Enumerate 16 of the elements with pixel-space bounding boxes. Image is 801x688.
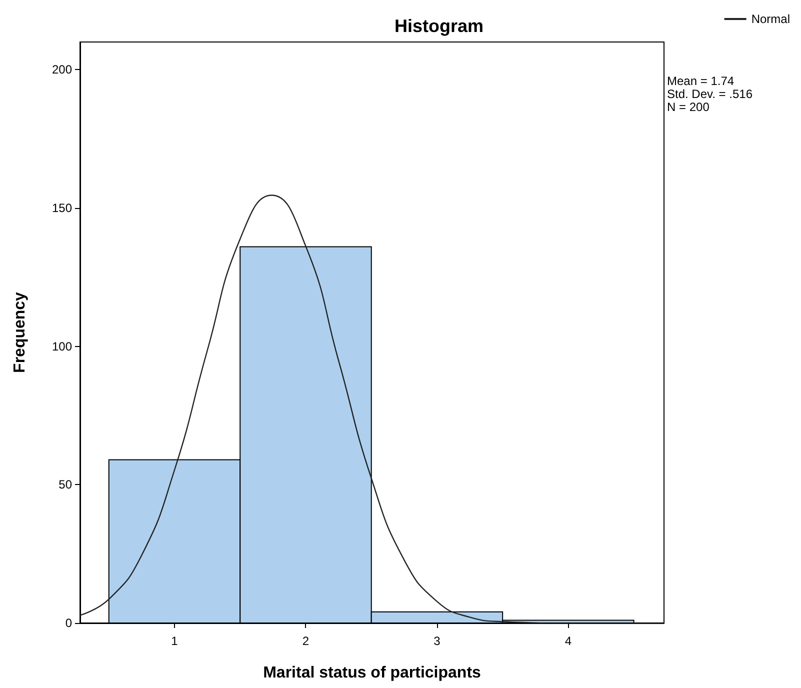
x-tick-label: 3 [434, 634, 441, 648]
y-tick-label: 100 [52, 339, 72, 354]
text: N = 200 [667, 100, 710, 114]
legend-label: Normal [751, 12, 790, 26]
y-axis-title: Frequency [12, 292, 28, 373]
x-axis-title: Marital status of participants [263, 664, 482, 682]
y-tick-label: 150 [52, 201, 72, 215]
x-tick-label: 1 [171, 634, 178, 648]
chart-title: Histogram [394, 16, 484, 36]
y-tick-label: 0 [65, 616, 72, 630]
text: Std. Dev. = .516 [667, 87, 753, 101]
x-tick-label: 2 [302, 634, 310, 648]
y-tick-label: 50 [58, 478, 72, 492]
y-tick-label: 200 [52, 62, 72, 77]
text: Mean = 1.74 [667, 74, 734, 88]
x-tick-label: 4 [564, 634, 572, 648]
